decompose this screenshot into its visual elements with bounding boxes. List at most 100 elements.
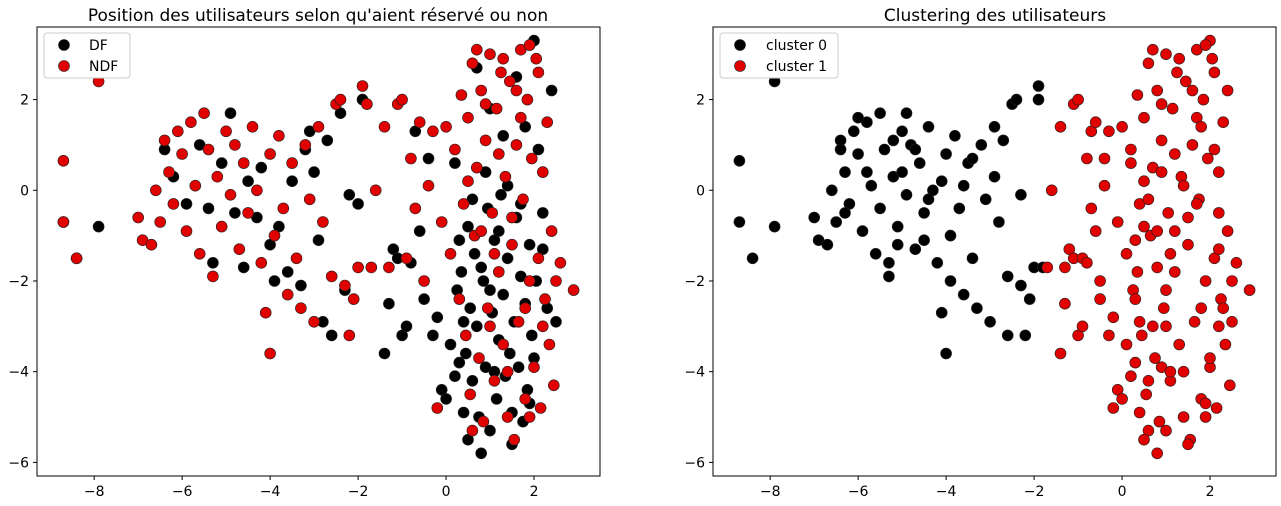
point-cluster-1 (1140, 388, 1152, 401)
point-cluster-0 (1001, 329, 1014, 342)
chart-title: Position des utilisateurs selon qu'aient… (88, 6, 548, 26)
point-cluster-0 (922, 193, 935, 206)
point-cluster-1 (1111, 216, 1124, 228)
point-df (418, 293, 430, 305)
point-cluster-1 (1129, 234, 1142, 246)
point-cluster-0 (878, 143, 891, 156)
point-cluster-0 (935, 175, 948, 187)
point-cluster-1 (1125, 370, 1137, 383)
point-ndf (383, 261, 395, 274)
point-cluster-1 (1182, 211, 1194, 224)
point-ndf (409, 202, 422, 215)
point-ndf (519, 302, 532, 315)
point-cluster-1 (1195, 302, 1207, 315)
point-cluster-1 (1158, 302, 1170, 315)
point-df (462, 220, 474, 233)
point-df (207, 256, 219, 269)
point-cluster-1 (1054, 121, 1067, 133)
point-df (92, 220, 105, 233)
point-ndf (466, 57, 479, 70)
point-cluster-0 (918, 207, 930, 219)
point-cluster-1 (1197, 93, 1210, 106)
point-df (466, 374, 479, 387)
point-ndf (462, 175, 474, 187)
point-ndf (189, 179, 202, 192)
point-ndf (422, 179, 435, 192)
point-ndf (400, 252, 413, 265)
point-cluster-0 (896, 125, 908, 138)
point-df (413, 225, 426, 237)
point-cluster-1 (1230, 256, 1243, 269)
point-ndf (455, 89, 468, 101)
point-ndf (486, 207, 499, 219)
point-ndf (70, 252, 83, 265)
point-ndf (541, 116, 554, 128)
point-cluster-1 (1162, 207, 1174, 219)
point-cluster-1 (1155, 98, 1168, 110)
point-cluster-1 (1164, 248, 1177, 260)
point-cluster-0 (931, 256, 944, 269)
point-ndf (325, 270, 338, 283)
point-cluster-1 (1188, 315, 1201, 328)
point-cluster-0 (891, 220, 904, 233)
point-df (457, 315, 470, 328)
point-cluster-1 (1041, 261, 1054, 274)
point-cluster-0 (746, 252, 759, 265)
point-cluster-1 (1131, 89, 1144, 101)
point-cluster-1 (1149, 352, 1161, 364)
data-points (57, 34, 580, 460)
point-ndf (473, 352, 485, 364)
legend-marker-ndf (58, 60, 70, 72)
point-cluster-0 (869, 248, 882, 260)
point-cluster-0 (852, 148, 864, 160)
point-ndf (418, 275, 430, 287)
point-df (453, 234, 466, 246)
point-cluster-1 (1142, 193, 1155, 206)
y-tick-label: 2 (696, 93, 705, 109)
point-ndf (273, 130, 285, 142)
point-ndf (334, 93, 347, 106)
point-ndf (57, 216, 70, 228)
point-ndf (413, 116, 426, 128)
point-ndf (57, 155, 70, 167)
x-tick-label: −8 (84, 484, 105, 500)
x-tick-label: 2 (1206, 484, 1215, 500)
point-cluster-1 (1155, 134, 1168, 147)
point-ndf (488, 248, 501, 260)
point-cluster-1 (1180, 75, 1192, 88)
point-ndf (539, 293, 551, 305)
point-cluster-1 (1136, 329, 1148, 342)
point-ndf (435, 216, 448, 228)
point-ndf (536, 166, 549, 178)
point-cluster-1 (1219, 338, 1232, 351)
point-cluster-1 (1226, 315, 1238, 328)
point-cluster-1 (1153, 415, 1166, 428)
x-tick-label: 0 (1118, 484, 1127, 500)
point-df (484, 284, 496, 296)
point-cluster-0 (975, 139, 988, 151)
point-df (400, 320, 413, 333)
point-cluster-1 (1085, 202, 1098, 215)
point-ndf (466, 424, 479, 437)
point-ndf (475, 225, 488, 237)
point-cluster-1 (1151, 447, 1163, 460)
point-cluster-1 (1177, 179, 1190, 192)
point-cluster-0 (839, 207, 851, 219)
point-cluster-0 (821, 238, 834, 251)
point-cluster-0 (979, 193, 992, 206)
point-cluster-0 (1010, 93, 1023, 106)
point-df (449, 157, 461, 169)
point-df (215, 157, 228, 169)
point-cluster-0 (949, 130, 961, 142)
point-ndf (479, 134, 492, 147)
point-df (268, 275, 281, 287)
point-cluster-1 (1081, 256, 1093, 269)
point-cluster-1 (1199, 275, 1212, 287)
point-cluster-1 (1138, 433, 1150, 446)
point-cluster-1 (1129, 293, 1142, 305)
point-ndf (255, 256, 268, 269)
point-cluster-0 (887, 134, 900, 147)
point-cluster-1 (1120, 248, 1133, 260)
point-cluster-1 (1103, 329, 1115, 342)
plot-frame (712, 26, 1277, 477)
